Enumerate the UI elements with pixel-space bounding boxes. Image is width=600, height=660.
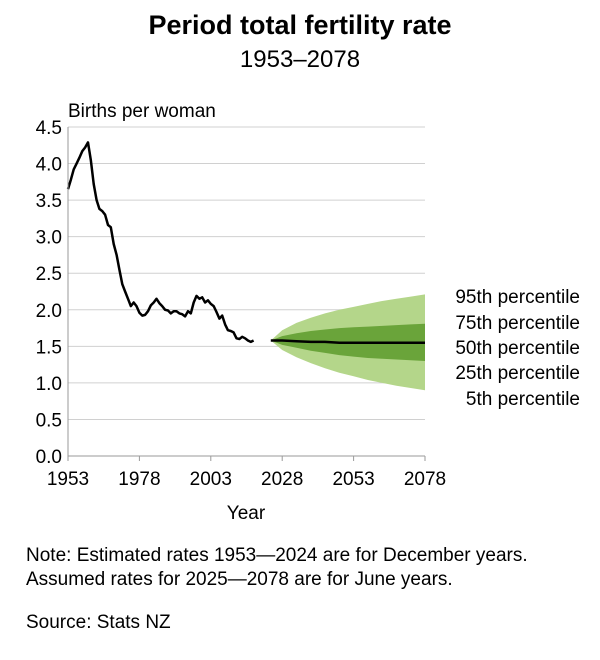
x-tick-label: 1978 — [118, 469, 160, 490]
chart-subtitle: 1953–2078 — [239, 46, 361, 73]
y-tick-label: 3.5 — [36, 191, 62, 212]
chart-source: Source: Stats NZ — [26, 612, 171, 633]
y-tick-label: 1.0 — [36, 374, 62, 395]
historical-line — [66, 141, 255, 344]
x-tick-label: 2003 — [190, 469, 232, 490]
legend-label: 75th percentile — [455, 313, 580, 334]
legend: 95th percentile 75th percentile 50th perce… — [455, 287, 580, 410]
chart-title: Period total fertility rate — [148, 10, 452, 40]
y-tick-label: 1.5 — [36, 337, 62, 358]
legend-label: 50th percentile — [455, 338, 580, 359]
fertility-chart: 0.0 0.5 1.0 1.5 2.0 2.5 3.0 3.5 4.0 4.5 1953 1978 20… — [36, 101, 580, 524]
x-tick-label: 2028 — [261, 469, 303, 490]
x-axis-label: Year — [227, 503, 266, 524]
y-tick-label: 3.0 — [36, 228, 62, 249]
y-tick-label: 0.5 — [36, 410, 62, 431]
median-projection-line — [270, 339, 425, 344]
x-tick-label: 2078 — [404, 469, 446, 490]
y-tick-label: 4.5 — [36, 118, 62, 139]
chart-note: Note: Estimated rates 1953—2024 are for … — [26, 545, 528, 590]
x-tick-label: 1953 — [47, 469, 89, 490]
y-tick-label: 4.0 — [36, 155, 62, 176]
data-lines — [66, 141, 425, 344]
tick-labels: 0.0 0.5 1.0 1.5 2.0 2.5 3.0 3.5 4.0 4.5 1953 1978 20… — [36, 118, 447, 490]
legend-label: 95th percentile — [455, 287, 580, 308]
x-tick-label: 2053 — [332, 469, 374, 490]
axes — [67, 127, 426, 461]
y-tick-label: 2.0 — [36, 301, 62, 322]
y-tick-label: 0.0 — [36, 447, 62, 468]
y-tick-label: 2.5 — [36, 264, 62, 285]
legend-label: 5th percentile — [466, 389, 580, 410]
y-axis-label: Births per woman — [68, 101, 216, 122]
legend-label: 25th percentile — [455, 363, 580, 384]
